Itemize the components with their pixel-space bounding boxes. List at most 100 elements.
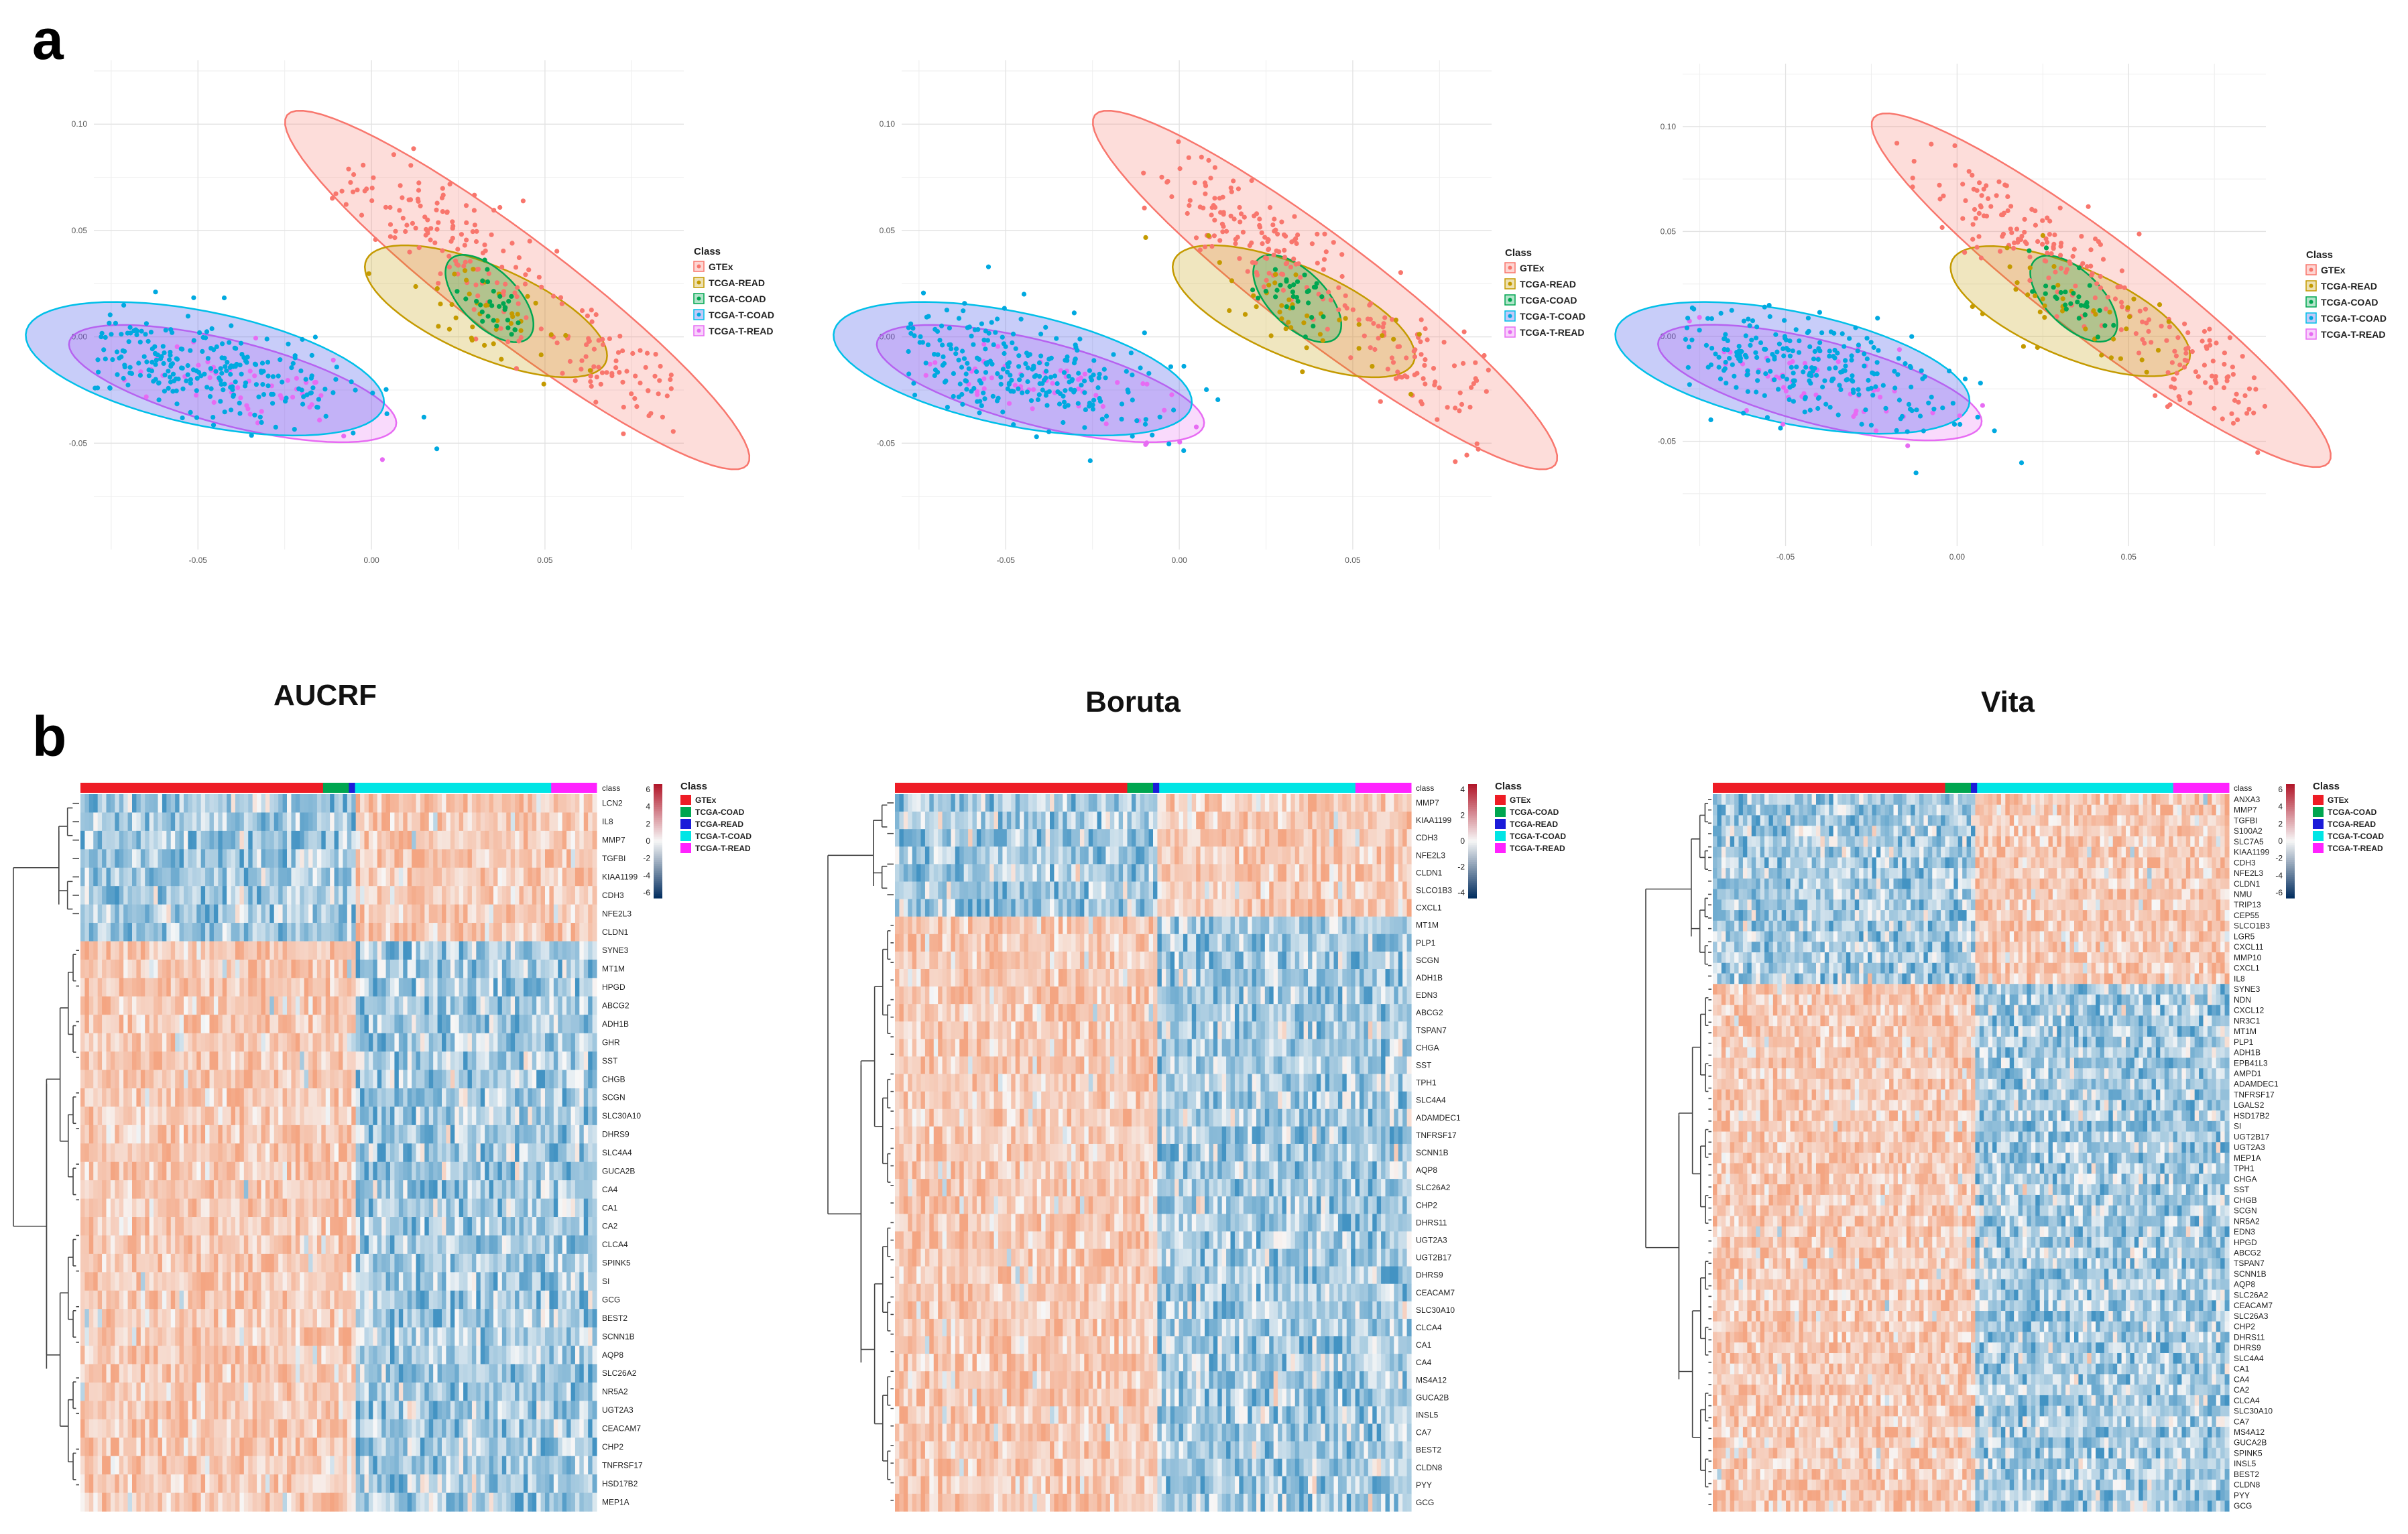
heatmap-cell — [127, 1161, 133, 1181]
heatmap-cell — [235, 941, 241, 960]
heatmap-cell — [562, 996, 567, 1015]
heatmap-cell — [231, 812, 236, 832]
heatmap-cell — [222, 1051, 227, 1071]
heatmap-cell — [536, 867, 542, 887]
point-tcga-t-coad — [959, 391, 965, 397]
heatmap-cell — [519, 1235, 524, 1255]
point-tcga-t-coad — [960, 401, 965, 407]
heatmap-cell — [347, 923, 352, 942]
point-gtex — [1209, 244, 1215, 249]
point-gtex — [1257, 216, 1262, 222]
heatmap-cell — [97, 830, 103, 850]
point-gtex — [473, 282, 479, 287]
point-tcga-read — [1380, 333, 1385, 338]
heatmap-cell — [308, 1125, 314, 1144]
heatmap-cell — [145, 1015, 150, 1034]
heatmap-cell — [485, 904, 490, 923]
heatmap-cell — [424, 1106, 430, 1126]
point-tcga-t-read — [196, 363, 201, 368]
point-tcga-t-coad — [280, 379, 285, 385]
heatmap-cell — [471, 1198, 477, 1218]
heatmap-cell — [115, 794, 120, 814]
heatmap-cell — [274, 830, 279, 850]
point-tcga-t-coad — [1097, 371, 1102, 377]
heatmap-cell — [545, 1033, 550, 1052]
point-gtex — [1197, 204, 1203, 210]
heatmap-cell — [88, 794, 94, 814]
heatmap-cell — [209, 1180, 215, 1200]
heatmap-cell — [88, 1143, 94, 1163]
point-gtex — [2100, 257, 2106, 262]
point-tcga-t-coad — [1689, 305, 1695, 310]
heatmap-cell — [467, 1235, 473, 1255]
heatmap-cell — [312, 794, 318, 814]
heatmap-cell — [84, 1253, 90, 1273]
point-tcga-t-read — [174, 344, 180, 350]
heatmap-cell — [213, 812, 219, 832]
heatmap-cell — [136, 849, 141, 869]
heatmap-cell — [274, 904, 279, 923]
point-tcga-t-coad — [1919, 368, 1924, 373]
heatmap-cell — [549, 812, 554, 832]
heatmap-cell — [145, 978, 150, 997]
heatmap-cell — [140, 867, 145, 887]
heatmap-cell — [493, 812, 499, 832]
heatmap-cell — [97, 886, 103, 905]
heatmap-cell — [385, 904, 391, 923]
heatmap-cell — [235, 1051, 241, 1071]
heatmap-cell — [192, 1088, 197, 1108]
point-tcga-t-coad — [238, 340, 244, 346]
heatmap-cell — [312, 978, 318, 997]
heatmap-cell — [184, 1235, 189, 1255]
class-annotation-label: class — [602, 783, 620, 793]
heatmap-cell — [192, 1198, 197, 1218]
heatmap-cell — [170, 867, 176, 887]
heatmap-cell — [325, 1143, 330, 1163]
heatmap-cell — [149, 886, 154, 905]
heatmap-cell — [463, 996, 469, 1015]
heatmap-cell — [188, 849, 193, 869]
point-gtex — [2133, 331, 2139, 336]
heatmap-cell — [287, 1161, 292, 1181]
point-tcga-t-coad — [229, 363, 234, 369]
heatmap-cell — [162, 1106, 167, 1126]
point-tcga-t-coad — [1835, 412, 1841, 418]
point-gtex — [1237, 204, 1242, 210]
heatmap-cell — [343, 1180, 348, 1200]
point-tcga-t-coad — [925, 342, 931, 348]
point-gtex — [668, 377, 673, 383]
point-gtex — [1262, 255, 1268, 261]
heatmap-cell — [316, 849, 322, 869]
point-tcga-t-coad — [1019, 373, 1024, 378]
heatmap-cell — [261, 1033, 266, 1052]
point-tcga-t-coad — [1736, 344, 1742, 349]
heatmap-cell — [110, 1198, 115, 1218]
heatmap-cell — [459, 812, 464, 832]
point-gtex — [2049, 251, 2054, 257]
heatmap-cell — [278, 904, 284, 923]
heatmap-cell — [381, 867, 387, 887]
heatmap-cell — [416, 1161, 421, 1181]
heatmap-cell — [115, 812, 120, 832]
heatmap-cell — [403, 1070, 408, 1089]
heatmap-cell — [295, 941, 300, 960]
heatmap-cell — [278, 1180, 284, 1200]
heatmap-cell — [80, 923, 86, 942]
heatmap-cell — [536, 904, 542, 923]
heatmap-cell — [84, 959, 90, 978]
heatmap-cell — [158, 941, 163, 960]
heatmap-cell — [93, 1217, 99, 1236]
point-tcga-t-coad — [1827, 366, 1832, 371]
heatmap-cell — [330, 1051, 335, 1071]
point-tcga-read — [1254, 304, 1259, 310]
heatmap-cell — [523, 1088, 528, 1108]
heatmap-cell — [213, 1051, 219, 1071]
heatmap-cell — [278, 794, 284, 814]
heatmap-cell — [450, 1051, 455, 1071]
heatmap-cell — [282, 886, 288, 905]
heatmap-cell — [403, 1088, 408, 1108]
point-tcga-t-coad — [1157, 414, 1162, 420]
point-tcga-read — [515, 312, 520, 317]
point-tcga-t-coad — [122, 363, 127, 368]
point-tcga-t-coad — [260, 382, 265, 387]
